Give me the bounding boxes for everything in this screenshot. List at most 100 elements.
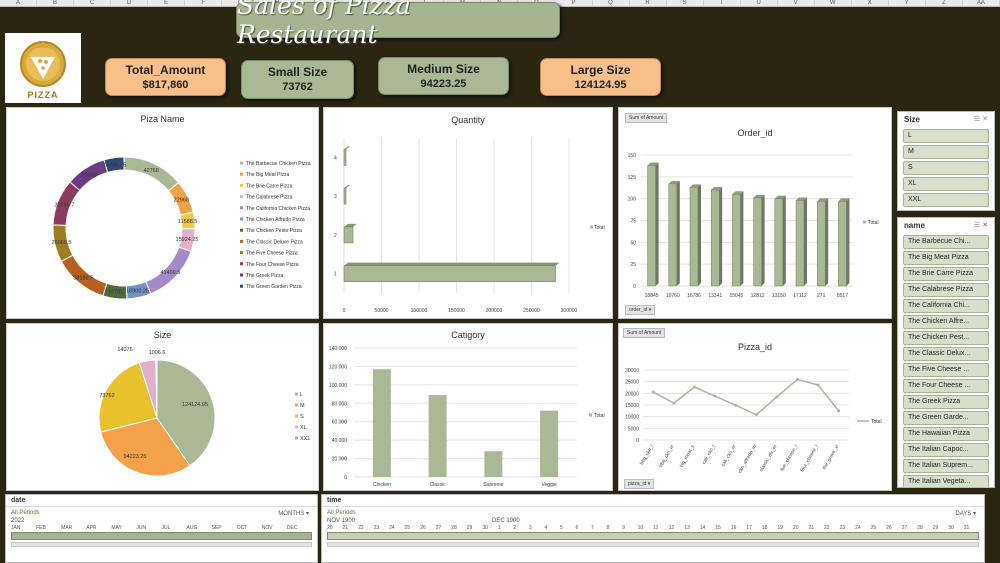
timeline-tick[interactable]: 24 <box>855 525 861 531</box>
timeline-tick[interactable]: 16 <box>730 525 737 531</box>
sum-of-amount-button[interactable]: Sum of Amount <box>625 113 668 123</box>
column-header[interactable]: E <box>148 0 186 6</box>
slicer-item[interactable]: The Calabrese Pizza <box>903 283 989 297</box>
timeline-tick[interactable]: 29 <box>932 525 939 531</box>
timeline-selection-bar[interactable] <box>327 532 979 540</box>
slicer-item[interactable]: M <box>903 145 989 159</box>
timeline-tick[interactable]: 15 <box>715 525 721 531</box>
timeline-tick[interactable]: 11 <box>653 525 659 531</box>
slicer-item[interactable]: S <box>903 161 989 175</box>
column-header[interactable]: C <box>74 0 112 6</box>
chart-piza-name[interactable]: Piza Name 42768 22968 11588.5 15924.25 41409… <box>6 107 319 319</box>
timeline-tick[interactable]: 22 <box>358 525 364 531</box>
slicer-item[interactable]: The Four Cheese ... <box>903 379 989 393</box>
slicer-item[interactable]: The Green Garde... <box>903 411 989 425</box>
slicer-item[interactable]: The Italian Suprem... <box>903 459 989 473</box>
slicer-item[interactable]: The Chicken Alfre... <box>903 315 989 329</box>
column-header[interactable]: X <box>852 0 889 6</box>
all-periods-label[interactable]: All Periods DAYS ▾ <box>322 507 984 517</box>
timeline-tick[interactable]: AUG <box>186 525 198 531</box>
column-header[interactable]: V <box>778 0 815 6</box>
timeline-tick[interactable]: JAN <box>11 525 21 531</box>
timeline-tick[interactable]: NOV <box>261 525 273 531</box>
unit-dropdown[interactable]: MONTHS ▾ <box>278 511 309 517</box>
timeline-selection-bar[interactable] <box>11 532 312 540</box>
timeline-tick[interactable]: MAR <box>61 525 73 531</box>
unit-dropdown[interactable]: DAYS ▾ <box>955 511 976 517</box>
all-periods-label[interactable]: All Periods MONTHS ▾ <box>6 507 317 517</box>
clear-filter-icon[interactable]: ☰ ✕ <box>973 222 988 229</box>
timeline-tick[interactable]: 27 <box>435 525 442 531</box>
timeline-tick[interactable]: 8 <box>606 525 610 531</box>
slicer-item[interactable]: The Hawaiian Pizza <box>903 427 989 441</box>
timeline-tick[interactable]: 4 <box>544 525 548 531</box>
column-header[interactable]: P <box>555 0 593 6</box>
slicer-item[interactable]: The Barbecue Chi... <box>903 235 989 249</box>
order-id-filter-button[interactable]: order_id ▾ <box>625 305 656 315</box>
chart-size[interactable]: Size 124124.95 94223.25 73762 14076 1006.6 L M… <box>6 323 319 491</box>
timeline-tick[interactable]: 1 <box>497 525 501 531</box>
slicer-item[interactable]: The Greek Pizza <box>903 395 989 409</box>
name-slicer[interactable]: name ☰ ✕ The Barbecue Chi... The Big Meat… <box>897 217 995 488</box>
column-header[interactable]: T <box>704 0 741 6</box>
timeline-tick[interactable]: 3 <box>528 525 532 531</box>
timeline-tick[interactable]: 30 <box>948 525 954 531</box>
slicer-item[interactable]: The Big Meat Pizza <box>903 251 989 265</box>
timeline-tick[interactable]: 29 <box>466 525 473 531</box>
timeline-tick[interactable]: 28 <box>451 525 457 531</box>
chart-order-id[interactable]: Sum of Amount Order_id order_id ▾ 0 25 50 7… <box>618 107 892 319</box>
slicer-item[interactable]: The Classic Delux... <box>903 347 989 361</box>
timeline-tick[interactable]: JUL <box>161 525 171 531</box>
timeline-scrollbar[interactable] <box>11 542 312 547</box>
timeline-tick[interactable]: MAY <box>111 525 122 531</box>
column-header[interactable]: A <box>0 0 38 6</box>
timeline-tick[interactable]: 5 <box>559 525 563 531</box>
slicer-item[interactable]: The Five Cheese ... <box>903 363 989 377</box>
timeline-tick[interactable]: APR <box>86 525 97 531</box>
slicer-item[interactable]: The Italian Capoc... <box>903 443 989 457</box>
timeline-tick[interactable]: 7 <box>591 525 594 531</box>
column-header[interactable]: R <box>630 0 667 6</box>
timeline-tick[interactable]: 22 <box>824 525 830 531</box>
chart-quantity[interactable]: Quantity 0 50000 100000 150000 200000 250000 3… <box>323 107 613 319</box>
slicer-item[interactable]: The Chicken Pest... <box>903 331 989 345</box>
column-header[interactable]: Q <box>593 0 630 6</box>
chart-pizza-id[interactable]: Sum of Amount Pizza_id pizza_id ▾ 0 5000 1… <box>618 323 892 491</box>
chart-catigory[interactable]: Catigory 0 20 000 40 000 60 000 80 000 100 00… <box>323 323 613 491</box>
timeline-tick[interactable]: 21 <box>808 525 815 531</box>
column-header[interactable]: Z <box>926 0 963 6</box>
timeline-tick[interactable]: 6 <box>575 525 579 531</box>
pizza-id-filter-button[interactable]: pizza_id ▾ <box>624 479 655 489</box>
size-slicer[interactable]: Size ☰ ✕ L M S XL XXL <box>897 111 995 211</box>
timeline-tick[interactable]: 2 <box>513 525 517 531</box>
timeline-tick[interactable]: 19 <box>777 525 783 531</box>
timeline-tick[interactable]: 26 <box>420 525 426 531</box>
timeline-tick[interactable]: 13 <box>684 525 690 531</box>
timeline-tick[interactable]: 24 <box>389 525 395 531</box>
timeline-tick[interactable]: 26 <box>886 525 892 531</box>
timeline-tick[interactable]: 12 <box>668 525 675 531</box>
timeline-tick[interactable]: 9 <box>622 525 625 531</box>
timeline-tick[interactable]: 14 <box>699 525 706 531</box>
slicer-item[interactable]: The Italian Vegeta... <box>903 475 989 487</box>
timeline-tick[interactable]: 31 <box>963 525 970 531</box>
timeline-tick[interactable]: 20 <box>327 525 333 531</box>
timeline-tick[interactable]: 25 <box>404 525 411 531</box>
timeline-tick[interactable]: 20 <box>792 525 799 531</box>
timeline-tick[interactable]: 23 <box>839 525 846 531</box>
timeline-tick[interactable]: JUN <box>136 525 147 531</box>
column-header[interactable]: AA <box>963 0 1000 6</box>
timeline-tick[interactable]: 25 <box>870 525 877 531</box>
column-header[interactable]: D <box>111 0 149 6</box>
timeline-tick[interactable]: 10 <box>637 525 644 531</box>
column-header[interactable]: S <box>667 0 704 6</box>
multi-select-icon[interactable]: ☰ ✕ <box>973 116 988 123</box>
column-header[interactable]: Y <box>889 0 926 6</box>
slicer-item[interactable]: L <box>903 129 989 143</box>
timeline-tick[interactable]: 23 <box>373 525 380 531</box>
date-timeline[interactable]: date All Periods MONTHS ▾ 2022 JAN FEB MAR A… <box>5 494 318 563</box>
timeline-tick[interactable]: 28 <box>917 525 923 531</box>
slicer-item[interactable]: The California Chi... <box>903 299 989 313</box>
timeline-tick[interactable]: 27 <box>901 525 908 531</box>
timeline-tick[interactable]: 17 <box>746 525 752 531</box>
